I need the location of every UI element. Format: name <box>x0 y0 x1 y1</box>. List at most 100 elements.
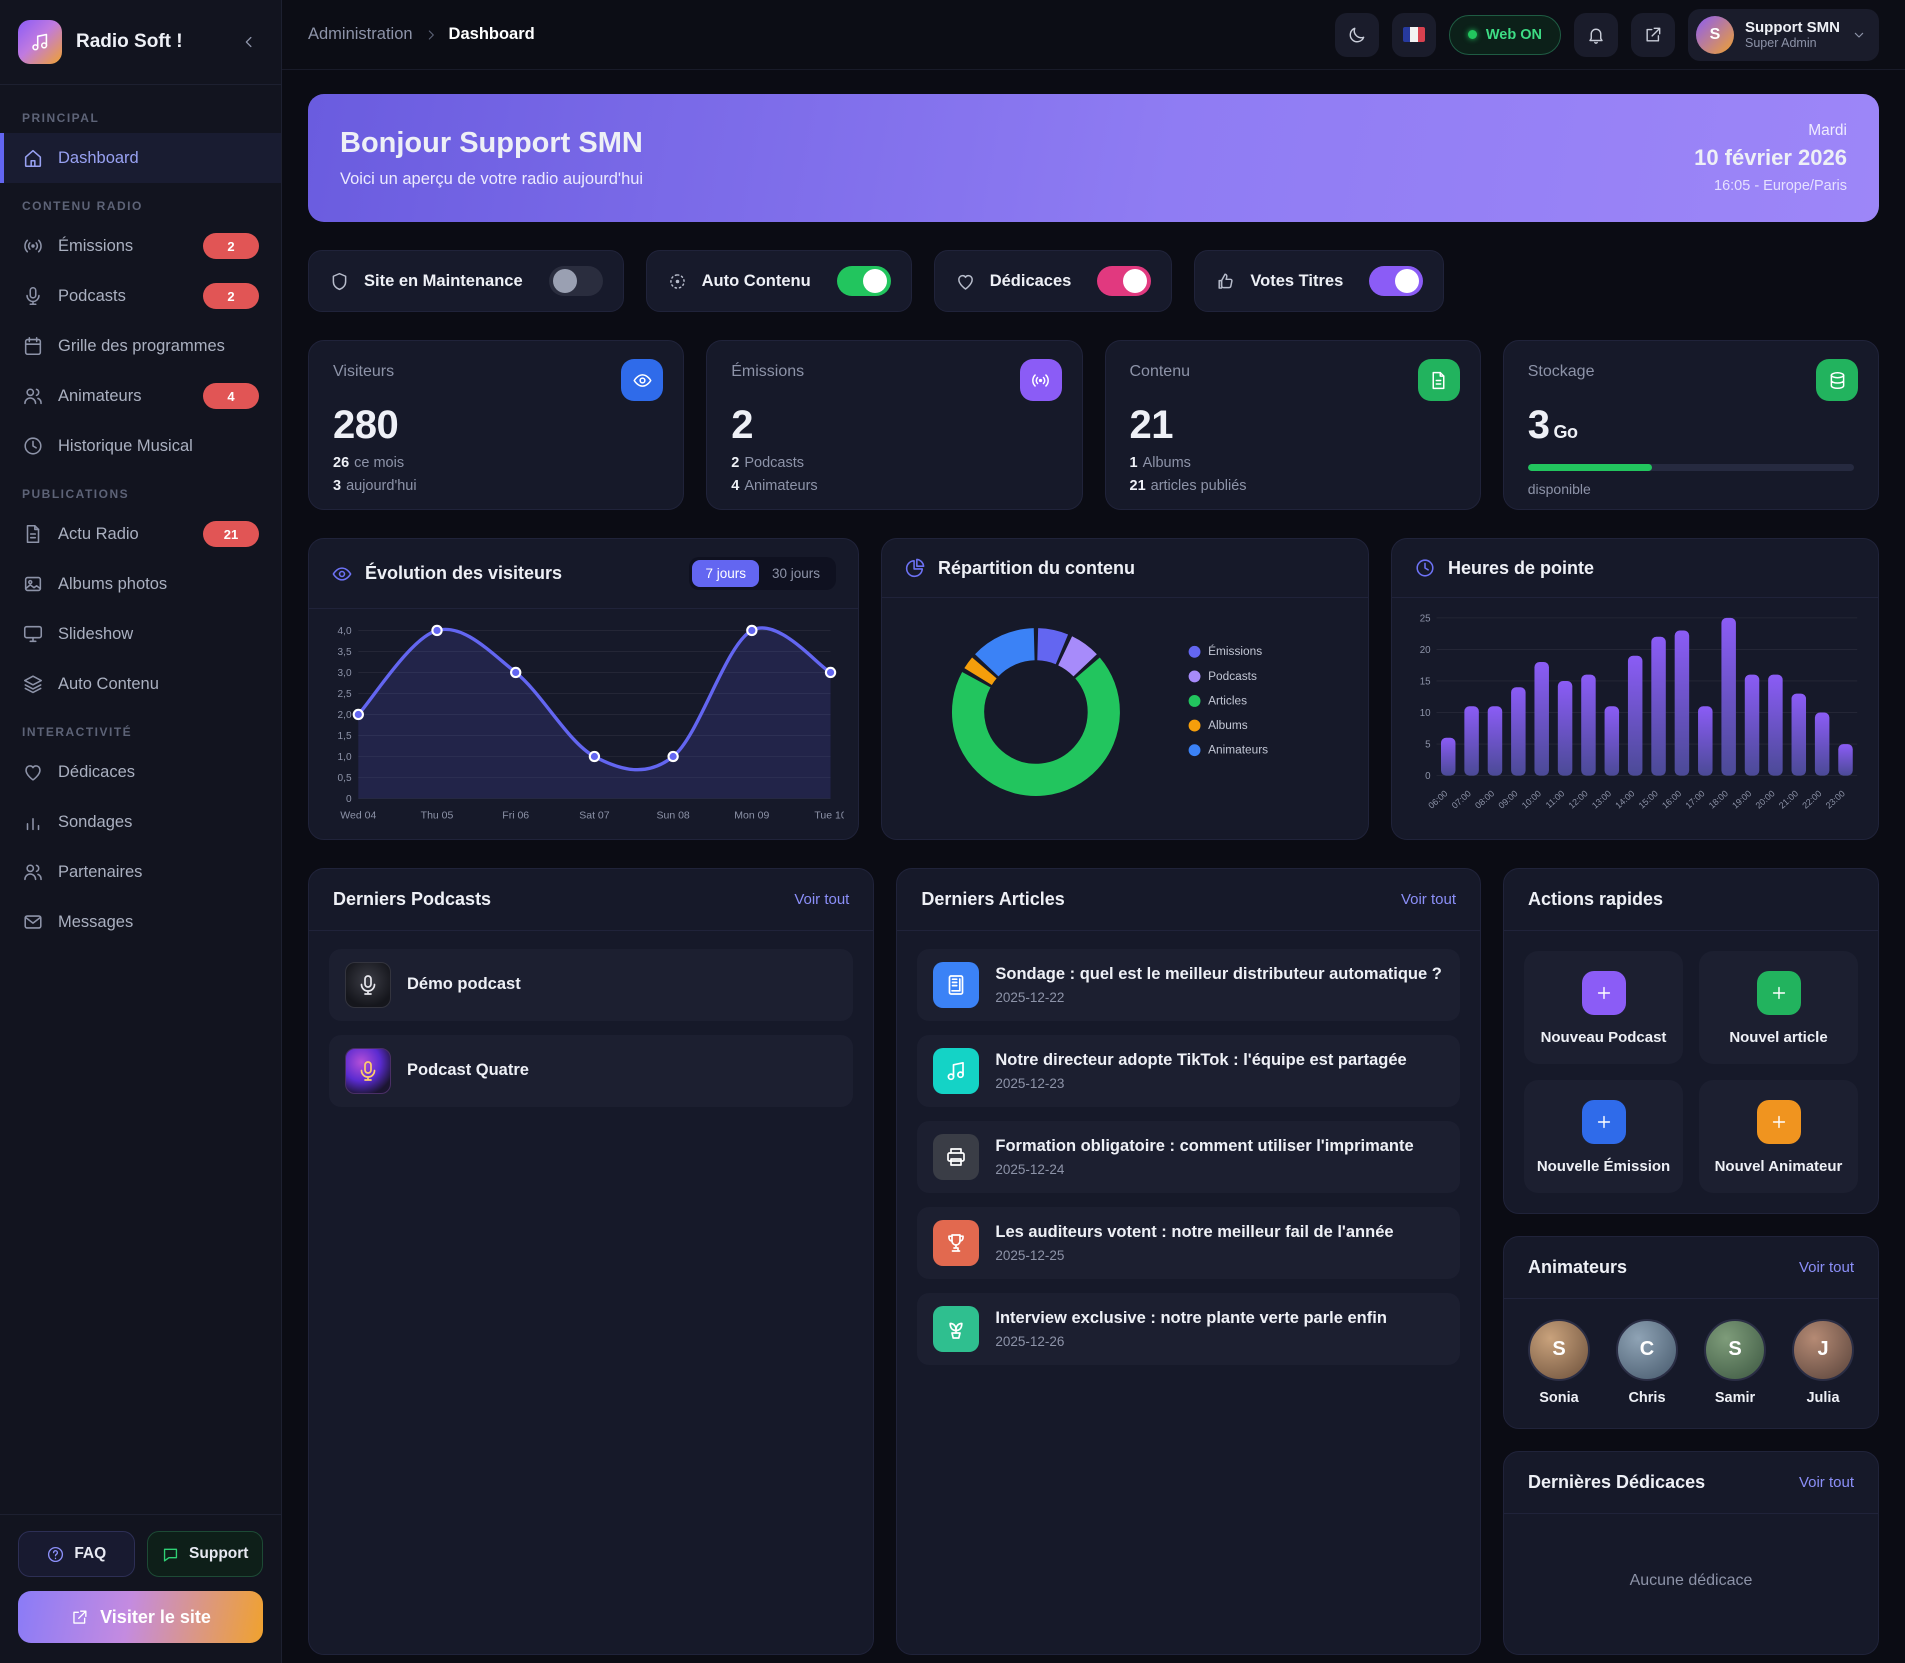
svg-text:16:00: 16:00 <box>1660 788 1683 810</box>
sidebar-item-albums-photos[interactable]: Albums photos <box>0 559 281 609</box>
podcast-title: Podcast Quatre <box>407 1061 529 1080</box>
sidebar-item-actu-radio[interactable]: Actu Radio 21 <box>0 509 281 559</box>
database-icon <box>1816 359 1858 401</box>
sidebar-item-emissions[interactable]: Émissions 2 <box>0 221 281 271</box>
quick-action-label: Nouvel Animateur <box>1714 1157 1843 1175</box>
animateur-sonia[interactable]: S Sonia <box>1528 1318 1590 1406</box>
animateur-julia[interactable]: J Julia <box>1792 1318 1854 1406</box>
animateurs-see-all-link[interactable]: Voir tout <box>1798 1258 1854 1276</box>
panel-title: Derniers Articles <box>921 888 1065 909</box>
new-article-button[interactable]: Nouvel article <box>1699 950 1858 1064</box>
sidebar-item-podcasts[interactable]: Podcasts 2 <box>0 271 281 321</box>
animateur-samir[interactable]: S Samir <box>1704 1318 1766 1406</box>
sidebar-item-dashboard[interactable]: Dashboard <box>0 133 281 183</box>
sidebar-item-partenaires[interactable]: Partenaires <box>0 847 281 897</box>
new-podcast-button[interactable]: Nouveau Podcast <box>1524 950 1683 1064</box>
toggle-dedicaces[interactable]: Dédicaces <box>933 250 1173 312</box>
sidebar-item-messages[interactable]: Messages <box>0 897 281 947</box>
new-animateur-button[interactable]: Nouvel Animateur <box>1699 1079 1858 1193</box>
broadcast-icon <box>1019 359 1062 401</box>
svg-text:17:00: 17:00 <box>1683 788 1706 810</box>
sidebar-item-slideshow[interactable]: Slideshow <box>0 609 281 659</box>
sidebar-nav: PRINCIPAL Dashboard CONTENU RADIO Émissi… <box>0 85 281 1514</box>
toggle-votes-titres[interactable]: Votes Titres <box>1194 250 1445 312</box>
peak-hours-card: Heures de pointe 0 5 10 15 20 25 06:00 07:00 08:… <box>1391 538 1879 840</box>
nav-section-contenu-radio: CONTENU RADIO <box>22 199 143 213</box>
article-list-item[interactable]: Sondage : quel est le meilleur distribut… <box>917 948 1460 1021</box>
french-flag-icon <box>1402 27 1425 42</box>
podcast-cover <box>345 1047 391 1094</box>
svg-text:Sat 07: Sat 07 <box>579 810 610 822</box>
podcast-title: Démo podcast <box>407 975 521 994</box>
notifications-button[interactable] <box>1574 12 1618 57</box>
web-status-pill[interactable]: Web ON <box>1448 14 1561 55</box>
stat-card-visiteurs: Visiteurs 280 26 ce mois 3 aujourd'hui <box>308 340 685 510</box>
podcast-list-item[interactable]: Podcast Quatre <box>329 1034 854 1107</box>
theme-toggle-button[interactable] <box>1334 12 1379 57</box>
toggle-site-en-maintenance[interactable]: Site en Maintenance <box>308 250 624 312</box>
stat-card-emissions: Émissions 2 2 Podcasts 4 Animateurs <box>706 340 1083 510</box>
podcasts-see-all-link[interactable]: Voir tout <box>794 890 850 908</box>
svg-text:07:00: 07:00 <box>1450 788 1473 810</box>
article-list-item[interactable]: Interview exclusive : notre plante verte… <box>917 1292 1460 1365</box>
article-date: 2025-12-24 <box>995 1161 1065 1177</box>
breadcrumb: Administration Dashboard <box>308 25 535 44</box>
sidebar-item-sondages[interactable]: Sondages <box>0 797 281 847</box>
svg-text:13:00: 13:00 <box>1590 788 1613 810</box>
article-title: Formation obligatoire : comment utiliser… <box>995 1136 1414 1155</box>
votes-titres-switch[interactable] <box>1369 266 1424 296</box>
toggle-auto-contenu[interactable]: Auto Contenu <box>645 250 912 312</box>
dedicaces-switch[interactable] <box>1097 266 1152 296</box>
svg-text:25: 25 <box>1420 613 1431 624</box>
animateur-chris[interactable]: C Chris <box>1616 1318 1678 1406</box>
users-icon <box>22 861 44 883</box>
user-menu[interactable]: S Support SMN Super Admin <box>1688 8 1879 61</box>
sidebar-item-animateurs[interactable]: Animateurs 4 <box>0 371 281 421</box>
articles-see-all-link[interactable]: Voir tout <box>1400 890 1456 908</box>
period-7-days-button[interactable]: 7 jours <box>692 560 759 587</box>
visit-site-button[interactable]: Visiter le site <box>18 1591 263 1643</box>
chevron-down-icon <box>1851 27 1867 43</box>
page-footer: Radiosoft est un service de SAS Syndicat… <box>308 1655 1879 1663</box>
article-list-item[interactable]: Les auditeurs votent : notre meilleur fa… <box>917 1206 1460 1279</box>
heart-icon <box>955 271 976 292</box>
breadcrumb-administration[interactable]: Administration <box>308 25 413 43</box>
svg-text:Fri 06: Fri 06 <box>502 810 529 822</box>
sidebar-item-historique-musical[interactable]: Historique Musical <box>0 421 281 471</box>
monitor-icon <box>22 623 44 645</box>
bell-icon <box>1586 25 1606 45</box>
sidebar-collapse-button[interactable] <box>235 28 263 56</box>
faq-label: FAQ <box>74 1545 107 1562</box>
chat-icon <box>161 1545 180 1564</box>
bar-chart-icon <box>22 811 44 833</box>
web-status-label: Web ON <box>1485 26 1542 43</box>
faq-button[interactable]: FAQ <box>18 1531 135 1577</box>
avatar: J <box>1792 1318 1854 1381</box>
sidebar-item-label: Dashboard <box>58 148 139 167</box>
user-name: Support SMN <box>1745 18 1840 36</box>
article-list-item[interactable]: Notre directeur adopte TikTok : l'équipe… <box>917 1034 1460 1107</box>
article-list-item[interactable]: Formation obligatoire : comment utiliser… <box>917 1120 1460 1193</box>
sidebar-item-auto-contenu[interactable]: Auto Contenu <box>0 659 281 709</box>
svg-text:08:00: 08:00 <box>1473 788 1496 810</box>
dedicaces-see-all-link[interactable]: Voir tout <box>1798 1473 1854 1491</box>
sidebar-item-label: Messages <box>58 912 134 931</box>
article-title: Notre directeur adopte TikTok : l'équipe… <box>995 1050 1407 1069</box>
new-emission-button[interactable]: Nouvelle Émission <box>1524 1079 1683 1193</box>
support-button[interactable]: Support <box>146 1531 263 1577</box>
podcast-list-item[interactable]: Démo podcast <box>329 948 854 1021</box>
sidebar-item-label: Grille des programmes <box>58 336 225 355</box>
language-button[interactable] <box>1391 12 1436 57</box>
stats-row: Visiteurs 280 26 ce mois 3 aujourd'hui Émi… <box>308 340 1879 510</box>
svg-text:2,5: 2,5 <box>338 689 352 700</box>
open-site-button[interactable] <box>1631 12 1675 57</box>
sidebar-item-dedicaces[interactable]: Dédicaces <box>0 747 281 797</box>
chevron-right-icon <box>423 27 439 43</box>
auto-contenu-switch[interactable] <box>836 266 891 296</box>
maintenance-switch[interactable] <box>548 266 603 296</box>
period-30-days-button[interactable]: 30 jours <box>759 560 833 587</box>
sidebar-item-grille-des-programmes[interactable]: Grille des programmes <box>0 321 281 371</box>
svg-text:22:00: 22:00 <box>1800 788 1823 810</box>
banner-date-block: Mardi 10 février 2026 16:05 - Europe/Par… <box>1694 122 1847 194</box>
support-label: Support <box>189 1545 249 1562</box>
